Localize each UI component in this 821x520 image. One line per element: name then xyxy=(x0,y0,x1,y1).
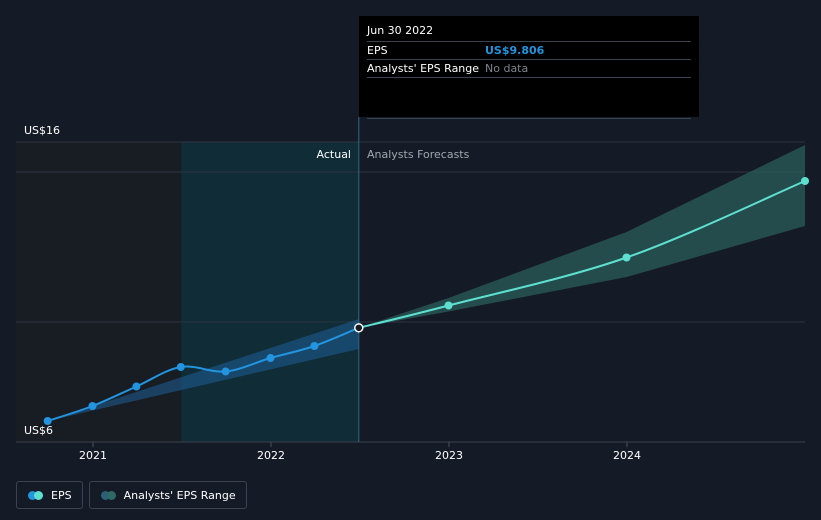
legend-range-label: Analysts' EPS Range xyxy=(123,488,236,502)
eps-actual-point xyxy=(266,354,275,362)
legend-eps-label: EPS xyxy=(51,488,72,502)
x-tick-label: 2022 xyxy=(257,449,285,462)
eps-forecast-point xyxy=(801,177,809,185)
legend: EPS Analysts' EPS Range xyxy=(16,481,247,509)
tooltip-eps-label: EPS xyxy=(367,44,388,57)
eps-actual-point xyxy=(43,417,52,425)
tooltip: Jun 30 2022 EPS US$9.806 Analysts' EPS R… xyxy=(359,16,699,119)
eps-actual-point xyxy=(88,402,97,410)
eps-forecast-line xyxy=(358,180,806,329)
tooltip-eps-value: US$9.806 xyxy=(485,44,545,57)
x-tick-label: 2024 xyxy=(613,449,641,462)
tooltip-spacer xyxy=(367,78,691,119)
x-tick-label: 2021 xyxy=(79,449,107,462)
eps-forecast-point xyxy=(444,301,453,310)
eps-actual-point xyxy=(310,342,319,350)
forecast-range-band xyxy=(358,145,805,328)
forecast-section-label: Analysts Forecasts xyxy=(367,148,470,161)
eps-actual-point xyxy=(132,382,141,391)
tooltip-row-range: Analysts' EPS Range No data xyxy=(367,60,691,78)
tooltip-row-eps: EPS US$9.806 xyxy=(367,42,691,60)
eps-actual-point xyxy=(221,367,230,376)
historic-range-band xyxy=(47,319,359,421)
actual-section-label: Actual xyxy=(317,148,351,161)
y-axis-max-label: US$16 xyxy=(24,124,60,137)
legend-item-eps-range[interactable]: Analysts' EPS Range xyxy=(88,481,247,509)
range-legend-icon xyxy=(100,490,116,500)
tooltip-date: Jun 30 2022 xyxy=(367,16,691,42)
eps-actual-point xyxy=(176,363,185,371)
legend-item-eps[interactable]: EPS xyxy=(16,481,83,509)
tooltip-range-label: Analysts' EPS Range xyxy=(367,62,480,75)
tooltip-range-value: No data xyxy=(485,62,529,75)
actual-highlight-region xyxy=(181,142,359,442)
eps-highlight-point xyxy=(354,323,364,333)
eps-forecast-point xyxy=(622,253,631,262)
past-region xyxy=(16,142,182,442)
eps-legend-icon xyxy=(28,490,43,500)
x-tick-label: 2023 xyxy=(435,449,463,462)
y-axis-min-label: US$6 xyxy=(24,424,53,437)
